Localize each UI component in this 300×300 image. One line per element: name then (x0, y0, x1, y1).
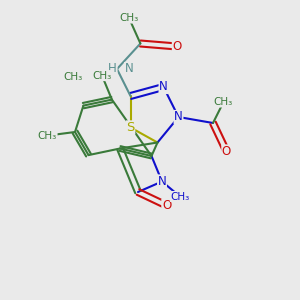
Text: N: N (174, 110, 183, 124)
Text: CH₃: CH₃ (119, 13, 139, 23)
Text: H: H (108, 62, 117, 76)
Text: N: N (159, 80, 168, 94)
Text: O: O (162, 199, 171, 212)
Text: CH₃: CH₃ (214, 97, 233, 107)
Text: N: N (158, 175, 166, 188)
Text: CH₃: CH₃ (64, 71, 83, 82)
Text: N: N (124, 62, 133, 76)
Text: CH₃: CH₃ (92, 70, 112, 81)
Text: CH₃: CH₃ (38, 130, 57, 141)
Text: O: O (172, 40, 182, 53)
Text: O: O (222, 145, 231, 158)
Text: CH₃: CH₃ (170, 191, 190, 202)
Text: S: S (126, 121, 135, 134)
